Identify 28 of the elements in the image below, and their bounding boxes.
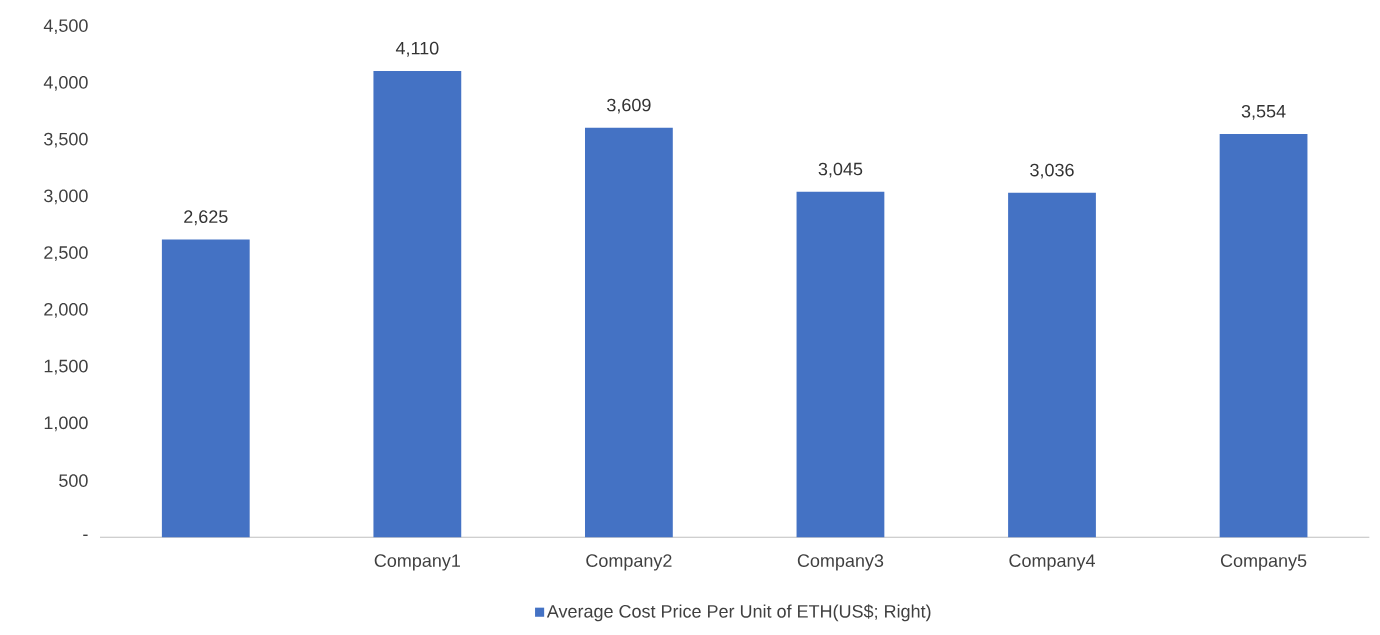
bar: [1008, 192, 1096, 538]
data-label: 3,554: [1241, 105, 1286, 120]
y-tick-label: 1,000: [44, 416, 88, 432]
data-label: 4,110: [395, 41, 439, 57]
y-tick-label: 3,500: [44, 132, 88, 148]
y-tick-label: 4,000: [43, 76, 88, 92]
data-label: 3,045: [818, 162, 863, 178]
legend-label: Average Cost Price Per Unit of ETH(US$; Right): [546, 604, 931, 622]
y-tick-label: -: [83, 534, 88, 537]
data-label: 3,036: [1030, 163, 1074, 179]
y-tick-label: 500: [59, 474, 88, 488]
y-tick-label: 4,500: [43, 19, 88, 35]
x-tick-label: Company5: [1220, 554, 1307, 571]
bar: [1219, 134, 1308, 538]
y-tick-label: 2,500: [44, 246, 88, 262]
x-tick-label: Company3: [797, 554, 884, 571]
bar: [161, 239, 250, 538]
bar: [585, 127, 673, 538]
y-tick-label: 3,000: [44, 189, 88, 205]
y-tick-label: 1,500: [44, 359, 88, 375]
x-tick-label: Company2: [586, 554, 672, 571]
data-label: 2,625: [184, 210, 228, 226]
data-label: 3,609: [607, 98, 651, 114]
x-tick-label: Company4: [1009, 554, 1095, 571]
x-tick-label: Company1: [374, 554, 460, 571]
y-tick-label: 2,000: [44, 303, 88, 318]
bar: [373, 71, 462, 538]
bar: [796, 191, 885, 538]
